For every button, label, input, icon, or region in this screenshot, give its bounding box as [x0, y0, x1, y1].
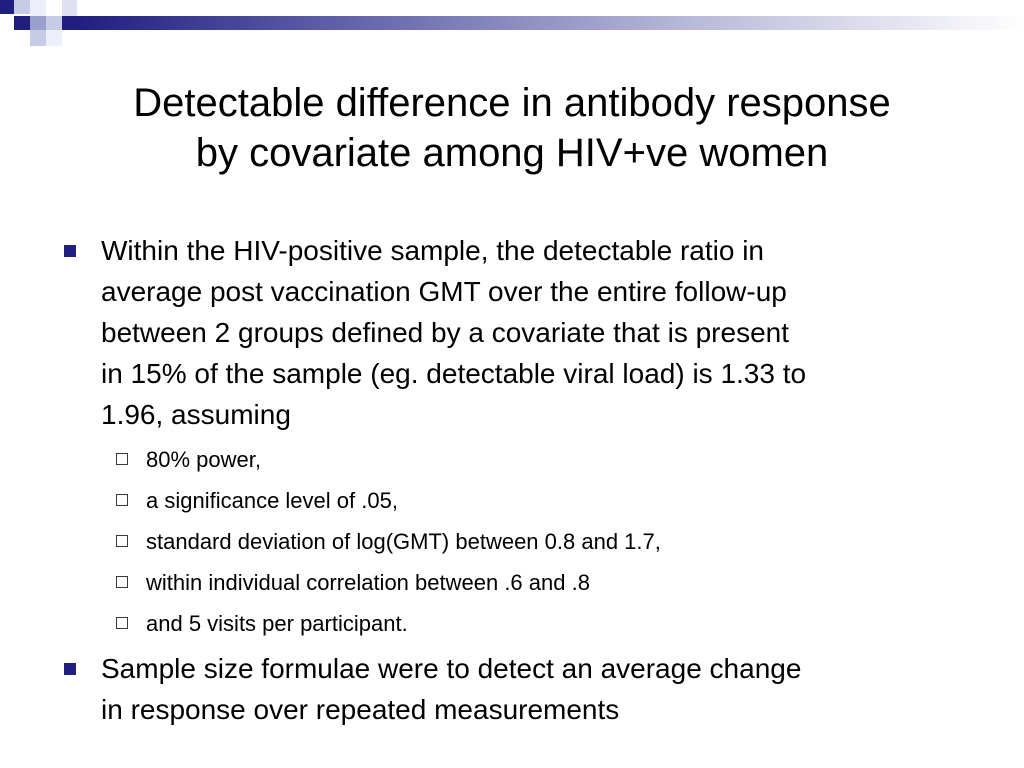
hollow-square-bullet-icon — [116, 494, 128, 506]
sub-bullet-text: a significance level of .05, — [146, 488, 398, 513]
decor-square — [14, 0, 30, 14]
slide-body: Within the HIV-positive sample, the dete… — [62, 230, 967, 730]
title-line: Detectable difference in antibody respon… — [133, 81, 891, 125]
sub-bullet-item: 80% power, — [62, 439, 967, 480]
hollow-square-bullet-icon — [116, 576, 128, 588]
decor-square — [62, 0, 77, 16]
sub-bullet-list: 80% power, a significance level of .05, … — [62, 439, 967, 644]
hollow-square-bullet-icon — [116, 535, 128, 547]
bullet-item: Within the HIV-positive sample, the dete… — [62, 230, 967, 435]
sub-bullet-text: standard deviation of log(GMT) between 0… — [146, 529, 661, 554]
bullet-text-line: Within the HIV-positive sample, the dete… — [101, 235, 765, 266]
decor-square — [14, 16, 30, 30]
title-line: by covariate among HIV+ve women — [195, 131, 829, 175]
decor-square — [62, 16, 77, 30]
sub-bullet-text: within individual correlation between .6… — [146, 570, 590, 595]
decor-square — [0, 0, 14, 14]
sub-bullet-item: a significance level of .05, — [62, 480, 967, 521]
square-bullet-icon — [64, 245, 76, 257]
bullet-text-line: Sample size formulae were to detect an a… — [101, 653, 802, 684]
decor-square — [30, 16, 46, 30]
slide-title: Detectable difference in antibody respon… — [60, 78, 964, 178]
bullet-item: Sample size formulae were to detect an a… — [62, 648, 967, 730]
decor-square — [30, 30, 46, 46]
sub-bullet-text: and 5 visits per participant. — [146, 611, 408, 636]
decor-square — [46, 30, 62, 46]
bullet-text-line: 1.96, assuming — [101, 399, 291, 430]
bullet-text-line: in response over repeated measurements — [101, 694, 620, 725]
hollow-square-bullet-icon — [116, 453, 128, 465]
bullet-text-line: in 15% of the sample (eg. detectable vir… — [101, 358, 807, 389]
decor-square — [30, 0, 46, 16]
decor-square — [46, 16, 62, 30]
bullet-text-line: average post vaccination GMT over the en… — [101, 276, 787, 307]
hollow-square-bullet-icon — [116, 617, 128, 629]
square-bullet-icon — [64, 663, 76, 675]
sub-bullet-item: and 5 visits per participant. — [62, 603, 967, 644]
header-decoration — [0, 0, 1024, 48]
header-gradient-band — [77, 16, 1024, 30]
sub-bullet-item: within individual correlation between .6… — [62, 562, 967, 603]
sub-bullet-text: 80% power, — [146, 447, 261, 472]
bullet-text-line: between 2 groups defined by a covariate … — [101, 317, 789, 348]
sub-bullet-item: standard deviation of log(GMT) between 0… — [62, 521, 967, 562]
